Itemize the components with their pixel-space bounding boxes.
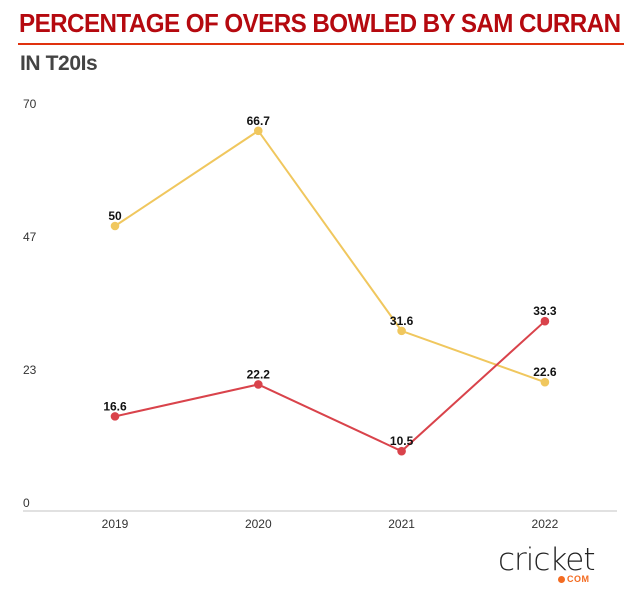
data-point	[110, 221, 120, 231]
cricket-com-logo: cricket COM	[498, 542, 613, 586]
data-point	[253, 126, 263, 136]
series-line	[114, 320, 546, 453]
data-label: 16.6	[103, 399, 127, 413]
y-axis-ticks: 0 23 47 70	[23, 97, 37, 510]
y-tick-label: 0	[23, 496, 30, 510]
series-line	[114, 129, 546, 384]
x-tick-label: 2021	[388, 517, 415, 531]
logo-wordmark: cricket	[498, 542, 596, 578]
data-label: 22.2	[247, 367, 271, 381]
logo-suffix: COM	[567, 574, 590, 584]
y-tick-label: 47	[23, 230, 37, 244]
data-label: 66.7	[247, 114, 271, 128]
data-label: 10.5	[390, 434, 414, 448]
series-group: 50 66.7 31.6 22.6 16.6 22.2 10.5 33.3	[103, 114, 557, 456]
data-point	[540, 316, 550, 326]
data-point	[253, 380, 263, 389]
chart-title: PERCENTAGE OF OVERS BOWLED BY SAM CURRAN	[19, 8, 621, 38]
y-tick-label: 70	[23, 97, 37, 111]
x-axis-ticks: 2019 2020 2021 2022	[102, 517, 559, 531]
data-label: 31.6	[390, 314, 414, 328]
data-label: 50	[108, 209, 122, 223]
title-underline	[18, 43, 624, 45]
logo-dot-icon	[558, 576, 565, 583]
data-point	[110, 412, 120, 421]
data-point	[540, 377, 550, 387]
x-tick-label: 2020	[245, 517, 272, 531]
data-point	[397, 446, 406, 456]
y-tick-label: 23	[23, 363, 37, 377]
data-label: 22.6	[533, 365, 557, 379]
data-label: 33.3	[533, 304, 557, 318]
series-1: 50 66.7 31.6 22.6	[108, 114, 557, 387]
chart-subtitle: IN T20Is	[20, 52, 98, 75]
x-tick-label: 2022	[532, 517, 559, 531]
data-point	[397, 326, 406, 336]
series-2: 16.6 22.2 10.5 33.3	[103, 304, 557, 456]
x-tick-label: 2019	[102, 517, 129, 531]
